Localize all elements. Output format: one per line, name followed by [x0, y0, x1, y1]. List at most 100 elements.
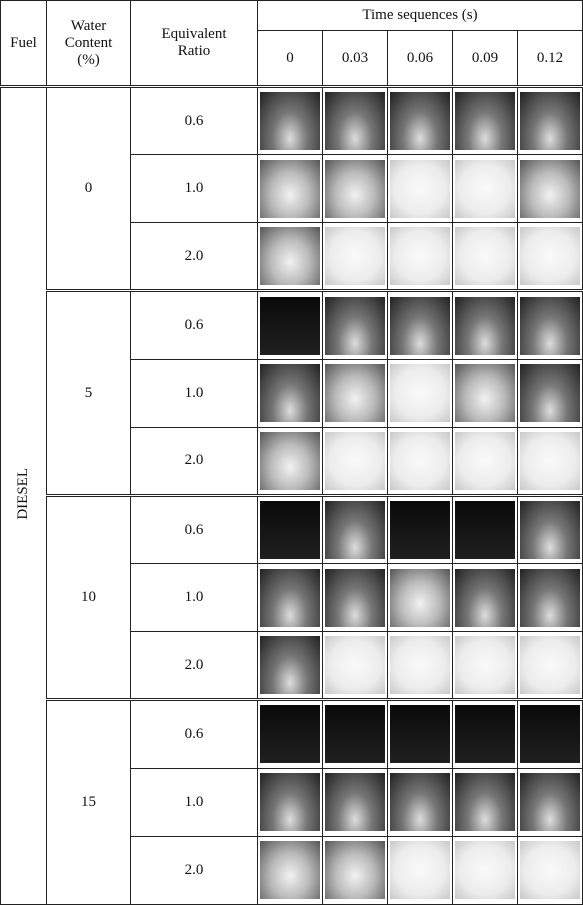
flame-image — [260, 160, 320, 218]
image-cell — [518, 768, 583, 836]
image-cell — [453, 495, 518, 563]
flame-image — [520, 432, 580, 490]
flame-image — [390, 841, 450, 899]
flame-image — [260, 569, 320, 627]
ratio-cell: 0.6 — [131, 495, 258, 563]
image-cell — [388, 700, 453, 768]
water-header-text: Water Content (%) — [58, 18, 120, 69]
image-cell — [453, 155, 518, 223]
image-cell — [258, 564, 323, 632]
flame-image — [390, 501, 450, 559]
flame-image — [390, 227, 450, 285]
flame-image — [325, 569, 385, 627]
image-cell — [518, 87, 583, 155]
flame-image — [325, 297, 385, 355]
image-cell — [258, 836, 323, 904]
image-cell — [388, 768, 453, 836]
flame-image — [260, 501, 320, 559]
image-cell — [518, 291, 583, 359]
image-cell — [388, 155, 453, 223]
flame-image — [325, 773, 385, 831]
flame-image — [325, 841, 385, 899]
flame-image — [455, 160, 515, 218]
image-cell — [388, 836, 453, 904]
image-cell — [453, 836, 518, 904]
image-cell — [258, 700, 323, 768]
image-cell — [388, 564, 453, 632]
water-header: Water Content (%) — [47, 1, 131, 87]
flame-image — [325, 501, 385, 559]
flame-image — [520, 705, 580, 763]
flame-image — [520, 636, 580, 694]
flame-image — [390, 92, 450, 150]
ratio-cell: 0.6 — [131, 291, 258, 359]
time-header-cell: 0.06 — [388, 31, 453, 87]
image-cell — [453, 564, 518, 632]
image-cell — [323, 768, 388, 836]
image-cell — [453, 632, 518, 700]
time-header-cell: 0.12 — [518, 31, 583, 87]
image-cell — [388, 427, 453, 495]
flame-image — [325, 636, 385, 694]
fuel-text: DIESEL — [15, 468, 32, 520]
image-cell — [258, 427, 323, 495]
flame-image — [260, 364, 320, 422]
image-cell — [518, 359, 583, 427]
image-cell — [453, 87, 518, 155]
flame-image — [455, 636, 515, 694]
image-cell — [258, 155, 323, 223]
flame-image — [390, 569, 450, 627]
image-cell — [388, 495, 453, 563]
ratio-cell: 1.0 — [131, 359, 258, 427]
image-cell — [388, 223, 453, 291]
flame-image — [520, 92, 580, 150]
flame-image — [325, 160, 385, 218]
image-cell — [323, 155, 388, 223]
flame-table: Fuel Water Content (%) Equivalent Ratio … — [0, 0, 583, 905]
flame-image — [520, 297, 580, 355]
table-row: 50.6 — [1, 291, 583, 359]
image-cell — [453, 359, 518, 427]
image-cell — [258, 359, 323, 427]
image-cell — [518, 564, 583, 632]
flame-image — [520, 364, 580, 422]
time-header: Time sequences (s) — [258, 1, 583, 31]
ratio-header-text: Equivalent Ratio — [149, 26, 239, 60]
flame-image — [520, 773, 580, 831]
page: Fuel Water Content (%) Equivalent Ratio … — [0, 0, 583, 906]
ratio-cell: 0.6 — [131, 87, 258, 155]
image-cell — [518, 700, 583, 768]
flame-image — [325, 432, 385, 490]
time-header-cell: 0 — [258, 31, 323, 87]
ratio-cell: 2.0 — [131, 427, 258, 495]
image-cell — [388, 359, 453, 427]
flame-image — [455, 705, 515, 763]
image-cell — [518, 223, 583, 291]
ratio-cell: 0.6 — [131, 700, 258, 768]
time-header-cell: 0.09 — [453, 31, 518, 87]
image-cell — [388, 291, 453, 359]
image-cell — [323, 359, 388, 427]
flame-image — [455, 501, 515, 559]
flame-image — [455, 364, 515, 422]
flame-image — [520, 501, 580, 559]
image-cell — [258, 632, 323, 700]
flame-image — [390, 364, 450, 422]
flame-image — [520, 160, 580, 218]
flame-image — [520, 227, 580, 285]
image-cell — [323, 632, 388, 700]
image-cell — [518, 632, 583, 700]
image-cell — [453, 291, 518, 359]
time-header-cell: 0.03 — [323, 31, 388, 87]
flame-image — [260, 297, 320, 355]
flame-image — [325, 227, 385, 285]
flame-image — [390, 160, 450, 218]
image-cell — [518, 495, 583, 563]
ratio-cell: 2.0 — [131, 223, 258, 291]
image-cell — [323, 564, 388, 632]
image-cell — [388, 632, 453, 700]
flame-image — [455, 841, 515, 899]
ratio-cell: 2.0 — [131, 836, 258, 904]
flame-image — [390, 636, 450, 694]
image-cell — [453, 768, 518, 836]
